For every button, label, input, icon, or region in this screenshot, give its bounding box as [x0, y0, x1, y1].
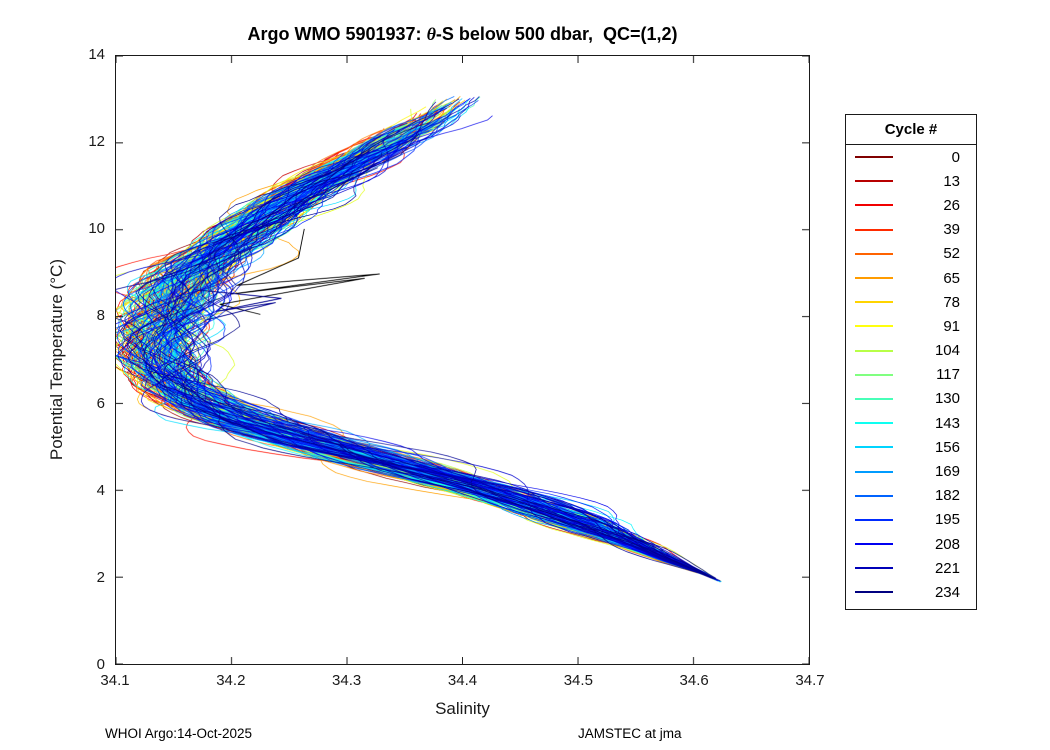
- legend-line-sample: [855, 228, 893, 231]
- footer-attribution-left: WHOI Argo:14-Oct-2025: [105, 726, 253, 741]
- legend-entry: 78: [846, 290, 976, 314]
- legend-entry-label: 117: [936, 366, 960, 384]
- legend-line-sample: [855, 204, 893, 207]
- legend-entry: 104: [846, 339, 976, 363]
- y-tick-label: 6: [96, 394, 105, 412]
- legend-entry-label: 26: [943, 196, 960, 214]
- legend-entry-label: 78: [943, 293, 960, 311]
- legend-entry: 65: [846, 266, 976, 290]
- y-axis-label-text: Potential Temperature (°C): [47, 259, 66, 461]
- x-axis-label: Salinity: [435, 699, 490, 718]
- legend-entry-label: 208: [934, 535, 960, 553]
- legend-entry: 26: [846, 193, 976, 217]
- legend-entry-label: 52: [943, 245, 960, 263]
- legend-line-sample: [855, 325, 893, 328]
- legend-entry-label: 13: [943, 172, 960, 190]
- legend-entry-label: 65: [943, 269, 960, 287]
- chart-title: Argo WMO 5901937: θ-S below 500 dbar, QC…: [115, 24, 810, 45]
- x-tick-label: 34.6: [679, 672, 709, 689]
- x-tick-label: 34.7: [795, 672, 825, 689]
- legend-line-sample: [855, 156, 893, 159]
- legend-line-sample: [855, 349, 893, 352]
- legend-entry: 169: [846, 459, 976, 483]
- x-tick-label: 34.3: [332, 672, 362, 689]
- legend-entry-label: 91: [943, 317, 960, 335]
- footer-attribution-right: JAMSTEC at jma: [578, 726, 682, 741]
- legend-line-sample: [855, 591, 893, 594]
- legend-line-sample: [855, 446, 893, 449]
- legend-line-sample: [855, 252, 893, 255]
- x-tick-label: 34.1: [100, 672, 130, 689]
- legend-entry: 182: [846, 484, 976, 508]
- theta-s-plot-area: [115, 55, 810, 665]
- legend-entry: 130: [846, 387, 976, 411]
- legend-entry: 52: [846, 242, 976, 266]
- legend-line-sample: [855, 277, 893, 280]
- legend-entry: 208: [846, 532, 976, 556]
- legend-entry: 13: [846, 169, 976, 193]
- legend-entry-label: 130: [934, 390, 960, 408]
- legend-entry: 39: [846, 218, 976, 242]
- legend-line-sample: [855, 422, 893, 425]
- legend-entry-label: 0: [951, 148, 960, 166]
- legend-line-sample: [855, 180, 893, 183]
- chart-title-prefix: Argo WMO 5901937:: [247, 24, 427, 44]
- legend-entries: 0 13 26 39 52 65 78 91 104 117 130 143 156 169 182 195 2…: [846, 145, 976, 605]
- legend-entry-label: 39: [943, 221, 960, 239]
- legend-entry: 195: [846, 508, 976, 532]
- legend-entry: 234: [846, 580, 976, 604]
- legend-title: Cycle #: [846, 117, 976, 145]
- legend-entry-label: 104: [934, 342, 960, 360]
- legend-line-sample: [855, 543, 893, 546]
- legend-entry: 156: [846, 435, 976, 459]
- y-tick-label: 2: [96, 568, 105, 586]
- legend-line-sample: [855, 470, 893, 473]
- legend-entry-label: 143: [934, 414, 960, 432]
- theta-symbol: θ: [426, 24, 436, 44]
- legend-line-sample: [855, 397, 893, 400]
- y-tick-label: 12: [88, 133, 105, 151]
- y-tick-label: 0: [96, 656, 105, 673]
- chart-title-suffix: -S below 500 dbar, QC=(1,2): [435, 24, 678, 44]
- x-tick-label: 34.2: [216, 672, 246, 689]
- y-tick-label: 4: [96, 481, 105, 499]
- legend-entry: 0: [846, 145, 976, 169]
- legend-entry-label: 195: [934, 511, 960, 529]
- legend-entry: 117: [846, 363, 976, 387]
- legend-line-sample: [855, 518, 893, 521]
- x-tick-label: 34.4: [447, 672, 478, 689]
- legend-entry: 221: [846, 556, 976, 580]
- legend-line-sample: [855, 373, 893, 376]
- y-tick-label: 8: [96, 307, 105, 325]
- legend-entry-label: 169: [934, 463, 960, 481]
- legend-entry-label: 182: [934, 487, 960, 505]
- y-tick-label: 10: [88, 220, 105, 238]
- legend-line-sample: [855, 301, 893, 304]
- legend-entry: 143: [846, 411, 976, 435]
- legend-box: Cycle # 0 13 26 39 52 65 78 91 104 117 130 143 156 16…: [845, 114, 977, 610]
- y-tick-label: 14: [88, 46, 105, 63]
- legend-line-sample: [855, 567, 893, 570]
- legend-entry-label: 221: [934, 559, 960, 577]
- x-tick-label: 34.5: [563, 672, 593, 689]
- legend-entry-label: 234: [934, 583, 960, 601]
- legend-entry: 91: [846, 314, 976, 338]
- legend-entry-label: 156: [934, 438, 960, 456]
- legend-line-sample: [855, 494, 893, 497]
